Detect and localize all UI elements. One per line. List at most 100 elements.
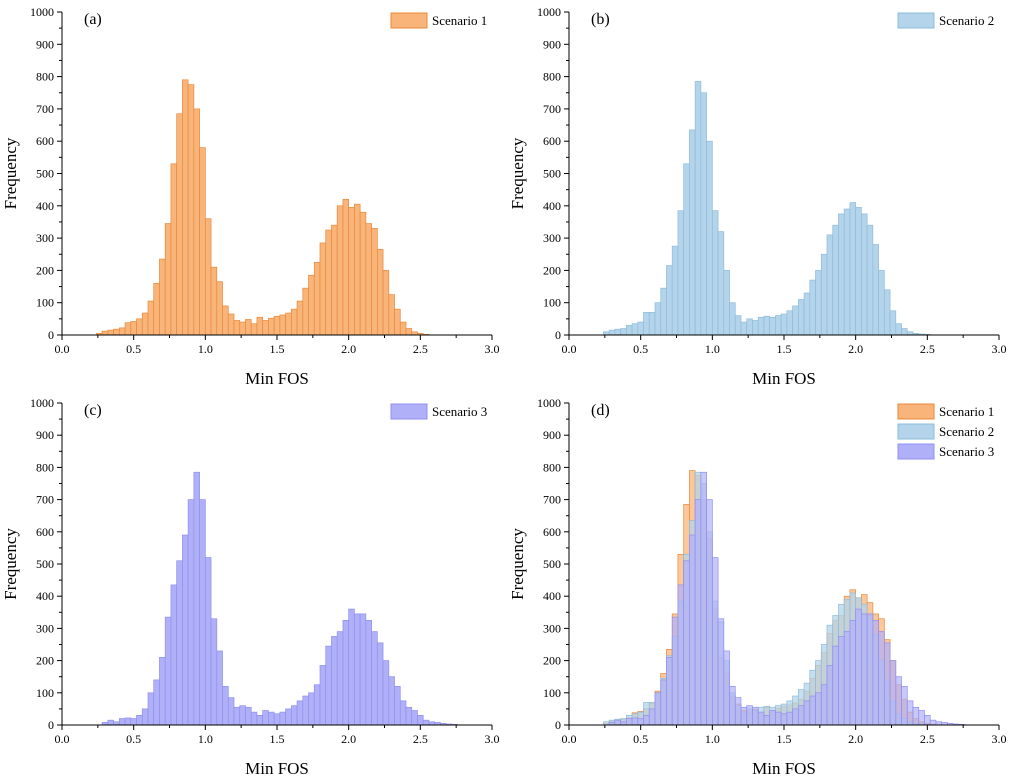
x-tick-label: 0.0: [55, 732, 70, 746]
histogram-bar: [182, 534, 189, 726]
histogram-bar: [643, 714, 650, 726]
histogram-bar: [118, 718, 126, 726]
histogram-bar: [193, 471, 200, 726]
histogram-bar: [422, 719, 430, 726]
histogram-bar: [723, 650, 730, 726]
histogram-bar: [164, 223, 172, 336]
histogram-bar: [792, 708, 799, 726]
histogram-bar: [124, 717, 132, 726]
histogram-bar: [176, 113, 183, 336]
histogram-bar: [792, 305, 799, 336]
histogram-bar: [170, 584, 178, 726]
histogram-bar: [614, 328, 621, 336]
histogram-bar: [815, 692, 822, 726]
histogram-bar: [620, 328, 627, 336]
y-tick-label: 900: [36, 428, 54, 442]
histogram-bar: [660, 287, 667, 336]
bar-series-1: [603, 81, 931, 336]
x-tick-label: 0.5: [633, 732, 648, 746]
x-tick-label: 2.0: [848, 732, 863, 746]
histogram-bar: [901, 328, 908, 336]
histogram-bar: [689, 534, 696, 726]
panel-b: 0.0 0.5 1.0 1.5 2.0 2.5 3.0 0 100 200 300 400 500 600…: [508, 5, 1007, 388]
histogram-bar: [359, 613, 367, 726]
histogram-bar: [763, 315, 771, 336]
histogram-bar: [843, 631, 851, 726]
histogram-bar: [740, 321, 748, 336]
histogram-bar: [625, 324, 633, 336]
histogram-bar: [141, 312, 149, 336]
histogram-bar: [895, 323, 902, 336]
histogram-bar: [780, 313, 788, 336]
legend-swatch: [897, 423, 935, 440]
histogram-bar: [883, 289, 891, 336]
histogram-bar: [769, 316, 776, 336]
histogram-bar: [832, 224, 839, 336]
panel-label: (a): [84, 11, 102, 28]
histogram-bar: [222, 305, 229, 336]
histogram-bar: [711, 210, 719, 336]
y-tick-label: 200: [543, 263, 561, 277]
x-axis-title: Min FOS: [245, 759, 309, 778]
histogram-bar: [866, 613, 874, 726]
histogram-bar: [233, 706, 241, 726]
y-tick-label: 0: [48, 328, 54, 342]
histogram-bar: [285, 708, 292, 726]
histogram-bar: [365, 619, 372, 726]
x-tick-label: 2.5: [413, 342, 428, 356]
legend-label: Scenario 3: [939, 444, 994, 459]
histogram-bar: [700, 471, 707, 726]
x-tick-label: 2.0: [341, 732, 356, 746]
y-tick-label: 100: [543, 686, 561, 700]
histogram-bar: [855, 207, 862, 336]
histogram-bar: [683, 560, 690, 726]
histogram-bar: [906, 700, 914, 726]
histogram-bar: [296, 700, 304, 726]
histogram-bar: [210, 266, 218, 336]
x-tick-label: 1.0: [705, 342, 720, 356]
y-tick-label: 900: [36, 37, 54, 51]
legend-label: Scenario 2: [939, 424, 994, 439]
histogram-bar: [199, 147, 206, 336]
x-tick-label: 3.0: [992, 732, 1007, 746]
histogram-bar: [141, 708, 149, 726]
y-tick-label: 300: [36, 621, 54, 635]
histogram-bar: [769, 710, 776, 726]
histogram-bar: [820, 253, 828, 336]
histogram-bar: [130, 321, 137, 336]
legend: Scenario 3: [390, 403, 487, 420]
y-tick-label: 700: [36, 493, 54, 507]
y-tick-label: 200: [543, 654, 561, 668]
histogram-bar: [359, 211, 367, 336]
y-tick-label: 400: [543, 589, 561, 603]
histogram-bar: [797, 299, 805, 336]
histogram-bar: [734, 315, 742, 336]
y-tick-label: 0: [48, 718, 54, 732]
y-tick-label: 1000: [30, 5, 54, 19]
histogram-bar: [302, 287, 309, 336]
histogram-bar: [290, 308, 298, 336]
histogram-bar: [227, 313, 235, 336]
x-tick-label: 0.0: [562, 732, 577, 746]
x-tick-label: 0.5: [633, 342, 648, 356]
y-tick-label: 300: [543, 231, 561, 245]
histogram-bar: [631, 323, 639, 336]
histogram-bar: [866, 224, 874, 336]
histogram-bar: [918, 710, 925, 726]
histogram-bar: [371, 228, 378, 336]
histogram-bar: [325, 645, 332, 726]
histogram-bar: [399, 700, 407, 726]
x-tick-label: 1.5: [270, 342, 285, 356]
histogram-bar: [319, 665, 327, 726]
histogram-bar: [147, 692, 155, 726]
y-tick-label: 500: [543, 167, 561, 181]
histogram-bar: [711, 557, 719, 726]
y-tick-label: 500: [36, 557, 54, 571]
histogram-bar: [262, 710, 269, 726]
histogram-bar: [176, 560, 183, 726]
histogram-bar: [797, 705, 805, 726]
panel-c: 0.0 0.5 1.0 1.5 2.0 2.5 3.0 0 100 200 300 400 500 600…: [1, 396, 500, 778]
histogram-bar: [204, 218, 212, 336]
histogram-bar: [313, 261, 321, 336]
histogram-bar: [405, 328, 413, 336]
